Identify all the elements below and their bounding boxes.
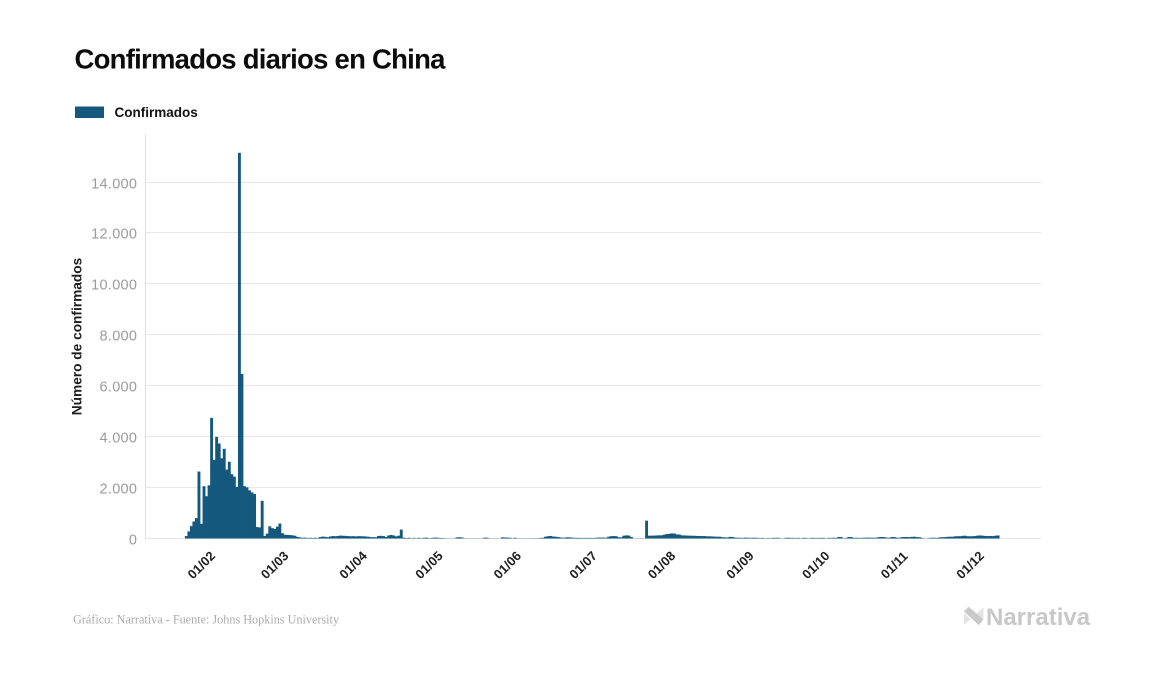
svg-text:01/08: 01/08 [645, 548, 679, 582]
svg-text:01/12: 01/12 [953, 548, 987, 582]
svg-text:0: 0 [129, 532, 137, 548]
svg-text:2.000: 2.000 [100, 481, 138, 497]
svg-text:01/06: 01/06 [491, 548, 525, 582]
svg-text:01/03: 01/03 [258, 548, 292, 582]
svg-text:Número de confirmados: Número de confirmados [70, 257, 85, 415]
svg-text:01/11: 01/11 [878, 548, 911, 581]
svg-text:01/05: 01/05 [412, 548, 446, 582]
svg-text:12.000: 12.000 [91, 226, 137, 242]
svg-text:Narrativa: Narrativa [986, 604, 1091, 631]
svg-text:01/10: 01/10 [799, 548, 833, 582]
svg-text:6.000: 6.000 [100, 379, 138, 395]
svg-text:01/04: 01/04 [336, 548, 370, 582]
svg-text:4.000: 4.000 [100, 430, 138, 446]
svg-text:Confirmados: Confirmados [115, 105, 198, 120]
svg-text:01/02: 01/02 [185, 548, 219, 582]
svg-text:8.000: 8.000 [100, 328, 138, 344]
svg-text:01/07: 01/07 [566, 548, 600, 582]
svg-text:10.000: 10.000 [91, 277, 137, 293]
svg-text:Gráfico: Narrativa - Fuente: J: Gráfico: Narrativa - Fuente: Johns Hopki… [73, 613, 340, 627]
svg-text:Confirmados diarios en China: Confirmados diarios en China [75, 44, 447, 75]
svg-text:01/09: 01/09 [723, 548, 757, 582]
svg-text:14.000: 14.000 [91, 176, 137, 192]
